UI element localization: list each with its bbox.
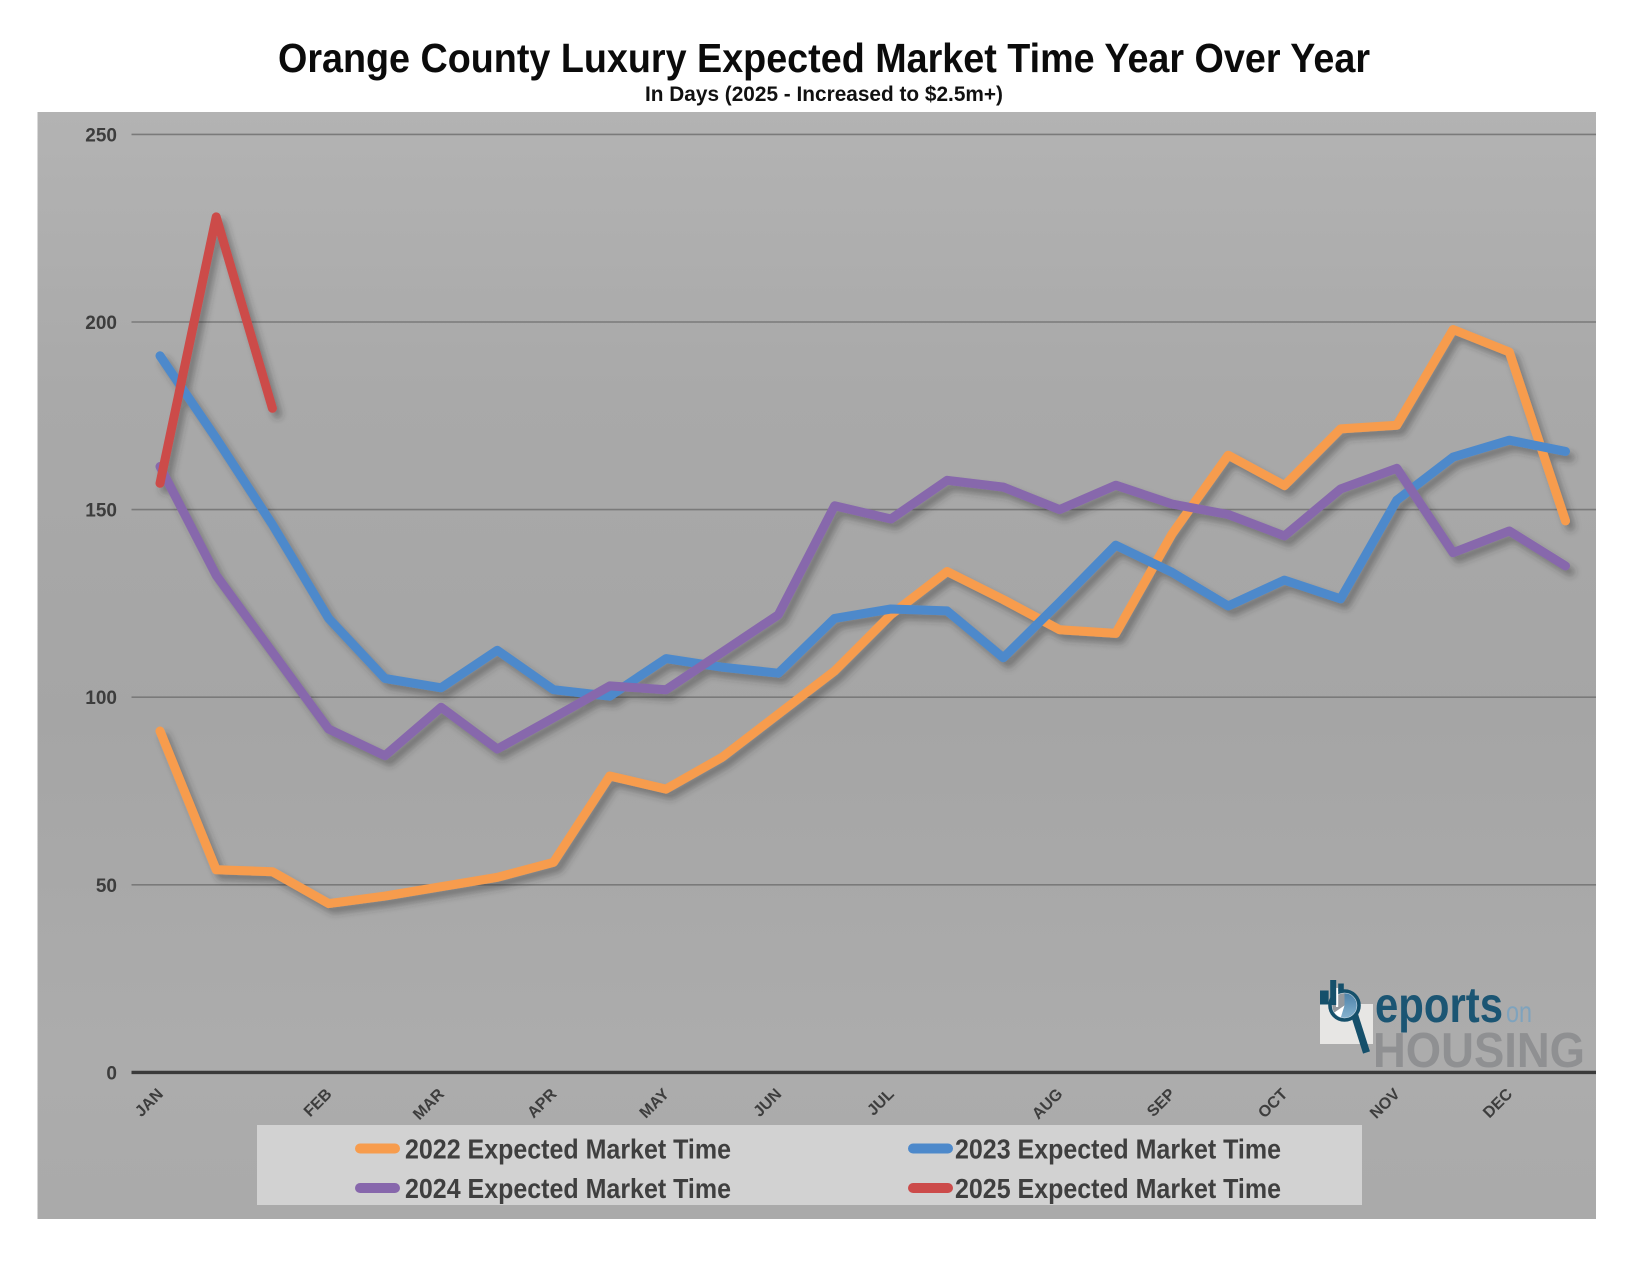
svg-text:HOUSING: HOUSING [1373, 1024, 1585, 1078]
svg-text:250: 250 [85, 125, 117, 146]
svg-text:2023 Expected Market Time: 2023 Expected Market Time [955, 1134, 1281, 1165]
svg-text:0: 0 [106, 1063, 117, 1084]
svg-text:Orange County Luxury Expected: Orange County Luxury Expected Market Tim… [278, 35, 1370, 81]
svg-text:2025 Expected Market Time: 2025 Expected Market Time [955, 1173, 1281, 1204]
svg-text:In Days (2025 - Increased to $: In Days (2025 - Increased to $2.5m+) [645, 83, 1003, 106]
svg-text:on: on [1506, 996, 1532, 1029]
svg-text:50: 50 [96, 876, 117, 897]
svg-text:100: 100 [85, 688, 117, 709]
svg-text:200: 200 [85, 313, 117, 334]
svg-text:150: 150 [85, 501, 117, 522]
svg-text:eports: eports [1375, 977, 1503, 1033]
svg-text:2024 Expected Market Time: 2024 Expected Market Time [405, 1173, 731, 1204]
svg-text:2022 Expected Market Time: 2022 Expected Market Time [405, 1134, 731, 1165]
